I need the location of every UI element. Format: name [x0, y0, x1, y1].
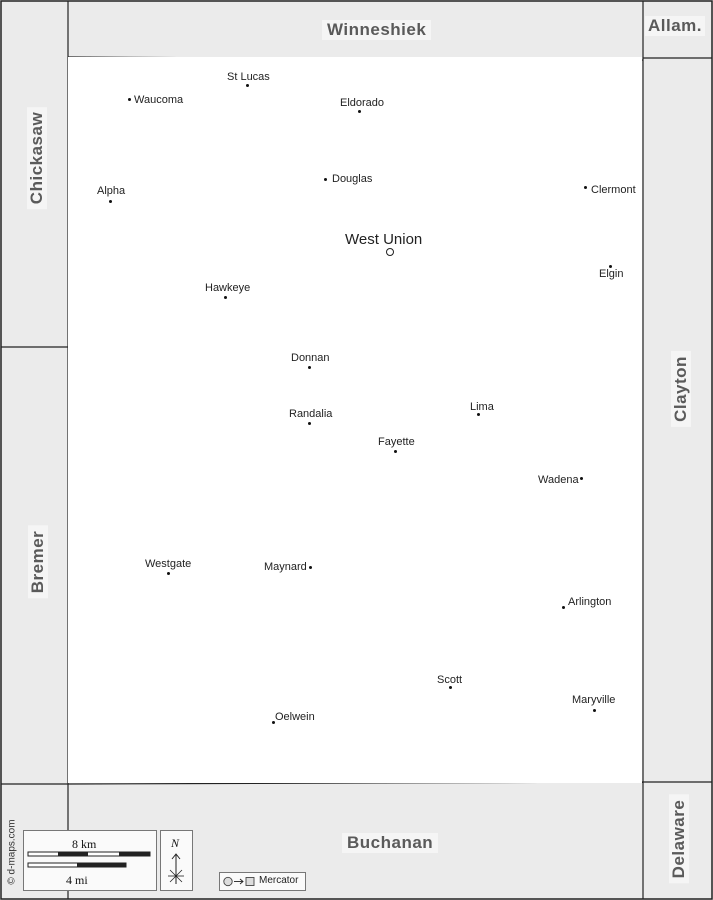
north-label: N: [171, 836, 180, 850]
town-label: Douglas: [332, 173, 373, 185]
town-label: Eldorado: [340, 97, 385, 109]
neighbor-label-north: Winneshiek: [322, 20, 432, 40]
town-label: Alpha: [97, 185, 126, 197]
town-marker: [128, 98, 131, 101]
fayette-county-area: [68, 57, 642, 783]
town-label: Waucoma: [134, 94, 184, 106]
neighbor-label-northeast: Allam.: [645, 16, 706, 36]
town-label: Scott: [437, 674, 463, 686]
projection-label: Mercator: [259, 875, 299, 886]
town-label: Elgin: [599, 268, 624, 280]
town-label: Lima: [470, 401, 494, 413]
globe-to-plane-icon: [223, 876, 255, 887]
town-marker: [609, 265, 612, 268]
town-label: Westgate: [145, 558, 192, 570]
north-arrow-icon: [168, 853, 184, 884]
town-marker: [449, 686, 452, 689]
town-marker: [246, 84, 249, 87]
town-marker: [308, 366, 311, 369]
credit-label: © d-maps.com: [6, 819, 18, 885]
town-label: Randalia: [289, 408, 333, 420]
town-marker: [224, 296, 227, 299]
town-label: Maynard: [264, 561, 307, 573]
town-label: Clermont: [591, 184, 636, 196]
neighbor-label-west-upper: Chickasaw: [27, 106, 47, 210]
town-marker: [358, 110, 361, 113]
town-label: Arlington: [568, 596, 612, 608]
town-label: Fayette: [378, 436, 415, 448]
town-marker: [584, 186, 587, 189]
town-marker: [477, 413, 480, 416]
town-marker: [167, 572, 170, 575]
town-label: Maryville: [572, 694, 616, 706]
town-marker: [272, 721, 275, 724]
town-label: Wadena: [538, 474, 579, 486]
town-marker: [562, 606, 565, 609]
scale-mi-label: 4 mi: [66, 873, 88, 887]
town-marker: [593, 709, 596, 712]
neighbor-label-east: Clayton: [671, 351, 691, 427]
town-label: St Lucas: [227, 71, 270, 83]
scale-km-label: 8 km: [72, 837, 97, 851]
neighbor-label-west-lower: Bremer: [28, 525, 48, 599]
town-label: Oelwein: [275, 711, 315, 723]
town-marker: [109, 200, 112, 203]
town-marker: [324, 178, 327, 181]
town-marker: [308, 422, 311, 425]
town-label: Hawkeye: [205, 282, 251, 294]
neighbor-label-southeast: Delaware: [669, 794, 689, 884]
town-label: Donnan: [291, 352, 330, 364]
county-seat-marker: [386, 248, 394, 256]
projection-box: Mercator: [219, 872, 306, 891]
county-seat-label: West Union: [345, 231, 423, 248]
town-marker: [309, 566, 312, 569]
town-marker: [394, 450, 397, 453]
neighbor-label-south: Buchanan: [342, 833, 439, 853]
scale-bar: [27, 851, 151, 868]
scale-bar-box: [23, 830, 157, 891]
town-marker: [580, 477, 583, 480]
